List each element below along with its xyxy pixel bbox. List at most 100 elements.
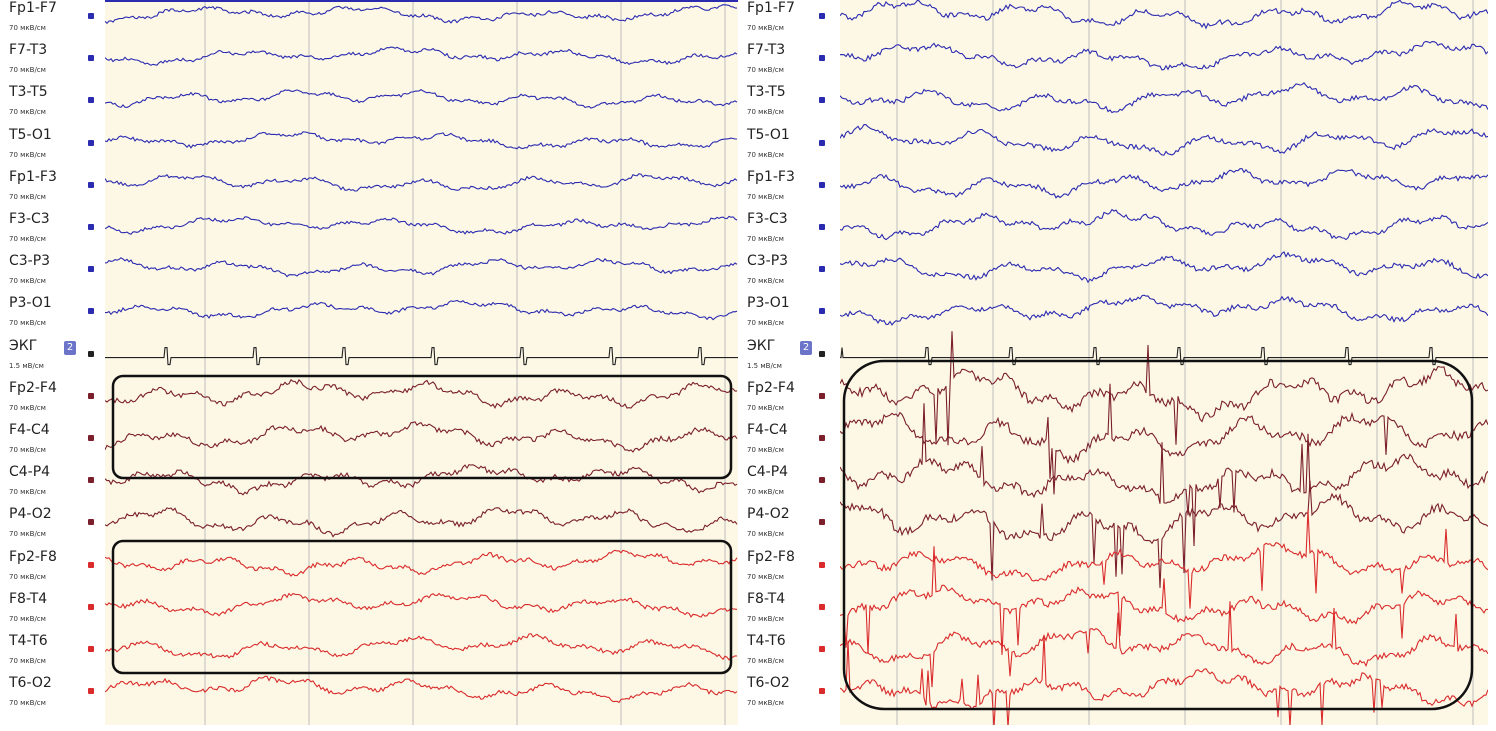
eeg-channel-trace bbox=[840, 0, 1488, 30]
channel-color-marker[interactable] bbox=[88, 266, 94, 273]
eeg-channel-trace bbox=[105, 4, 738, 24]
channel-scale: 70 мкВ/см bbox=[747, 403, 784, 412]
channel-name: C3-P3 bbox=[9, 253, 51, 270]
channel-color-marker[interactable] bbox=[88, 224, 94, 230]
channel-color-marker[interactable] bbox=[819, 435, 825, 441]
channel-scale: 70 мкВ/см bbox=[9, 530, 46, 539]
channel-color-marker[interactable] bbox=[819, 139, 825, 146]
channel-color-marker[interactable] bbox=[819, 13, 825, 19]
highlight-box bbox=[842, 359, 1474, 711]
channel-name: F7-T3 bbox=[747, 42, 786, 59]
channel-color-marker[interactable] bbox=[88, 97, 94, 104]
channel-name: T3-T5 bbox=[747, 84, 786, 101]
channel-scale: 70 мкВ/см bbox=[747, 192, 784, 201]
eeg-channel-trace bbox=[840, 82, 1488, 114]
channel-color-marker[interactable] bbox=[88, 519, 94, 526]
channel-name: T6-O2 bbox=[9, 675, 52, 692]
channel-label-row: T4-T6 70 мкВ/см bbox=[0, 633, 104, 675]
eeg-channel-trace bbox=[105, 257, 738, 278]
channel-color-marker[interactable] bbox=[819, 392, 825, 399]
eeg-channel-trace bbox=[840, 383, 1488, 495]
channel-scale: 70 мкВ/см bbox=[747, 530, 784, 539]
channel-color-marker[interactable] bbox=[819, 519, 825, 526]
channel-scale: 70 мкВ/см bbox=[9, 192, 46, 201]
channel-scale: 70 мкВ/см bbox=[747, 699, 784, 708]
channel-color-marker[interactable] bbox=[819, 688, 825, 695]
channel-name: Fp1-F3 bbox=[747, 168, 795, 185]
channel-scale: 70 мкВ/см bbox=[747, 108, 784, 117]
channel-scale: 70 мкВ/см bbox=[747, 446, 784, 454]
channel-name: F4-C4 bbox=[9, 422, 50, 438]
channel-name: T5-O1 bbox=[747, 126, 790, 143]
channel-color-marker[interactable] bbox=[819, 266, 825, 273]
channel-name: C4-P4 bbox=[9, 464, 51, 481]
channel-name: ЭКГ bbox=[9, 337, 38, 354]
eeg-channel-trace bbox=[840, 347, 1488, 366]
channel-color-marker[interactable] bbox=[88, 477, 94, 484]
channel-name: Fp2-F4 bbox=[747, 379, 795, 396]
channel-name: T5-O1 bbox=[9, 126, 52, 143]
channel-color-marker[interactable] bbox=[819, 646, 825, 652]
channel-label-row: C4-P4 70 мкВ/см bbox=[0, 464, 104, 506]
eeg-channel-trace bbox=[840, 509, 1488, 609]
channel-color-marker[interactable] bbox=[819, 224, 825, 230]
eeg-channel-trace bbox=[105, 299, 738, 321]
channel-color-marker[interactable] bbox=[88, 392, 94, 399]
eeg-channel-trace bbox=[840, 601, 1488, 688]
channel-color-marker[interactable] bbox=[88, 350, 94, 357]
channel-color-marker[interactable] bbox=[88, 646, 94, 652]
channel-scale: 70 мкВ/см bbox=[747, 24, 784, 32]
channel-label-row: T3-T5 70 мкВ/см bbox=[0, 84, 104, 126]
channel-scale: 70 мкВ/см bbox=[9, 446, 46, 454]
channel-label-row: Fp2-F8 70 мкВ/см bbox=[738, 549, 840, 591]
channel-color-marker[interactable] bbox=[88, 181, 94, 188]
channel-color-marker[interactable] bbox=[88, 55, 94, 62]
channel-label-row: T4-T6 70 мкВ/см bbox=[738, 633, 840, 675]
channel-color-marker[interactable] bbox=[819, 97, 825, 104]
channel-label-row: Fp1-F3 70 мкВ/см bbox=[738, 169, 840, 211]
channel-scale: 70 мкВ/см bbox=[747, 277, 784, 286]
channel-label-row: P3-O1 70 мкВ/см bbox=[0, 295, 104, 337]
channel-scale: 70 мкВ/см bbox=[747, 657, 784, 665]
left-channel-labels: Fp1-F7 70 мкВ/см F7-T3 70 мкВ/см T3-T5 70 мкВ… bbox=[0, 0, 104, 725]
channel-color-marker[interactable] bbox=[88, 603, 94, 610]
eeg-channel-trace bbox=[840, 331, 1488, 446]
channel-color-marker[interactable] bbox=[819, 561, 825, 568]
channel-scale: 70 мкВ/см bbox=[9, 277, 46, 286]
channel-label-row: F8-T4 70 мкВ/см bbox=[738, 591, 840, 633]
channel-label-row: P4-O2 70 мкВ/см bbox=[738, 506, 840, 548]
channel-scale: 70 мкВ/см bbox=[9, 403, 46, 412]
channel-color-marker[interactable] bbox=[88, 561, 94, 568]
eeg-channel-trace bbox=[105, 507, 738, 538]
channel-color-marker[interactable] bbox=[819, 603, 825, 610]
montage-badge[interactable]: 2 bbox=[800, 340, 812, 355]
highlight-box bbox=[111, 374, 733, 480]
channel-name: Fp2-F8 bbox=[747, 548, 795, 565]
channel-color-marker[interactable] bbox=[88, 688, 94, 695]
channel-label-row: P4-O2 70 мкВ/см bbox=[0, 506, 104, 548]
channel-color-marker[interactable] bbox=[88, 435, 94, 441]
channel-name: C3-P3 bbox=[747, 253, 789, 270]
eeg-channel-trace bbox=[840, 546, 1488, 655]
channel-label-row: F4-C4 70 мкВ/см bbox=[0, 422, 104, 464]
channel-scale: 70 мкВ/см bbox=[9, 614, 46, 623]
right-eeg-trace-area bbox=[840, 0, 1488, 725]
channel-color-marker[interactable] bbox=[88, 308, 94, 315]
channel-color-marker[interactable] bbox=[819, 477, 825, 484]
channel-label-row: ЭКГ 1.5 мВ/см 2 bbox=[0, 338, 104, 380]
channel-label-row: Fp1-F3 70 мкВ/см bbox=[0, 169, 104, 211]
channel-color-marker[interactable] bbox=[819, 181, 825, 188]
channel-color-marker[interactable] bbox=[88, 139, 94, 146]
channel-scale: 70 мкВ/см bbox=[747, 488, 784, 497]
channel-color-marker[interactable] bbox=[819, 55, 825, 62]
montage-badge[interactable]: 2 bbox=[64, 340, 76, 355]
channel-label-row: C3-P3 70 мкВ/см bbox=[0, 253, 104, 295]
channel-label-row: Fp2-F4 70 мкВ/см bbox=[0, 380, 104, 422]
eeg-channel-trace bbox=[840, 294, 1488, 326]
channel-name: P4-O2 bbox=[747, 506, 790, 523]
channel-color-marker[interactable] bbox=[819, 350, 825, 357]
channel-color-marker[interactable] bbox=[88, 13, 94, 19]
channel-color-marker[interactable] bbox=[819, 308, 825, 315]
channel-name: Fp1-F3 bbox=[9, 168, 57, 185]
eeg-channel-trace bbox=[105, 131, 737, 150]
